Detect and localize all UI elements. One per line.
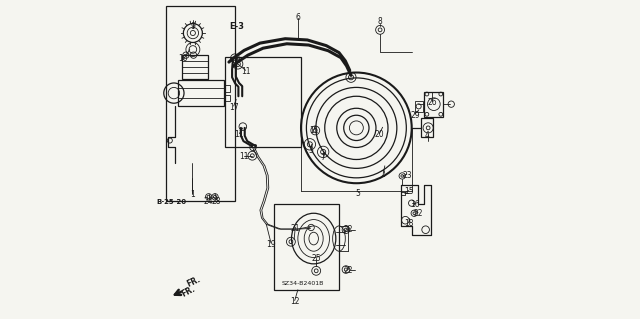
Text: SZ34-B2401B: SZ34-B2401B <box>282 281 324 286</box>
Bar <box>225 57 301 147</box>
Text: 11: 11 <box>239 152 249 161</box>
Text: 5: 5 <box>355 189 360 198</box>
Text: 21: 21 <box>291 224 300 233</box>
Text: FR.: FR. <box>180 284 196 299</box>
Text: 22: 22 <box>344 225 353 234</box>
Text: 10: 10 <box>179 54 188 63</box>
Text: 29: 29 <box>410 111 420 120</box>
Text: 17: 17 <box>229 103 239 112</box>
Text: 22: 22 <box>344 266 353 275</box>
Text: 24: 24 <box>204 197 214 206</box>
Text: 3: 3 <box>308 145 313 154</box>
Text: 20: 20 <box>374 130 384 139</box>
Bar <box>182 55 208 79</box>
Text: 11: 11 <box>309 126 319 135</box>
Bar <box>178 80 223 106</box>
Bar <box>421 118 433 137</box>
Text: FR.: FR. <box>185 275 202 289</box>
Text: 16: 16 <box>410 200 420 209</box>
Text: 23: 23 <box>402 171 412 180</box>
Text: 26: 26 <box>428 98 437 107</box>
Text: 19: 19 <box>266 240 276 249</box>
Bar <box>424 92 444 117</box>
Text: 2: 2 <box>381 170 386 179</box>
Text: 6: 6 <box>296 13 300 22</box>
Text: 9: 9 <box>191 22 195 31</box>
Text: 12: 12 <box>290 297 300 306</box>
Bar <box>223 95 230 101</box>
Bar <box>274 204 339 290</box>
Text: 4: 4 <box>425 131 430 140</box>
Text: 25: 25 <box>312 254 321 263</box>
Text: 11: 11 <box>241 67 250 76</box>
Bar <box>166 6 235 201</box>
Text: 1: 1 <box>190 190 195 199</box>
Text: 22: 22 <box>413 209 423 219</box>
Text: E-3: E-3 <box>229 22 244 31</box>
Text: 15: 15 <box>404 187 413 196</box>
Text: 18: 18 <box>404 219 413 228</box>
Bar <box>415 101 423 112</box>
Text: 28: 28 <box>212 197 221 206</box>
Text: 8: 8 <box>378 18 383 26</box>
Text: B-25-20: B-25-20 <box>156 199 186 205</box>
Text: 11: 11 <box>235 130 244 139</box>
Bar <box>223 85 230 92</box>
Text: 7: 7 <box>321 153 326 162</box>
